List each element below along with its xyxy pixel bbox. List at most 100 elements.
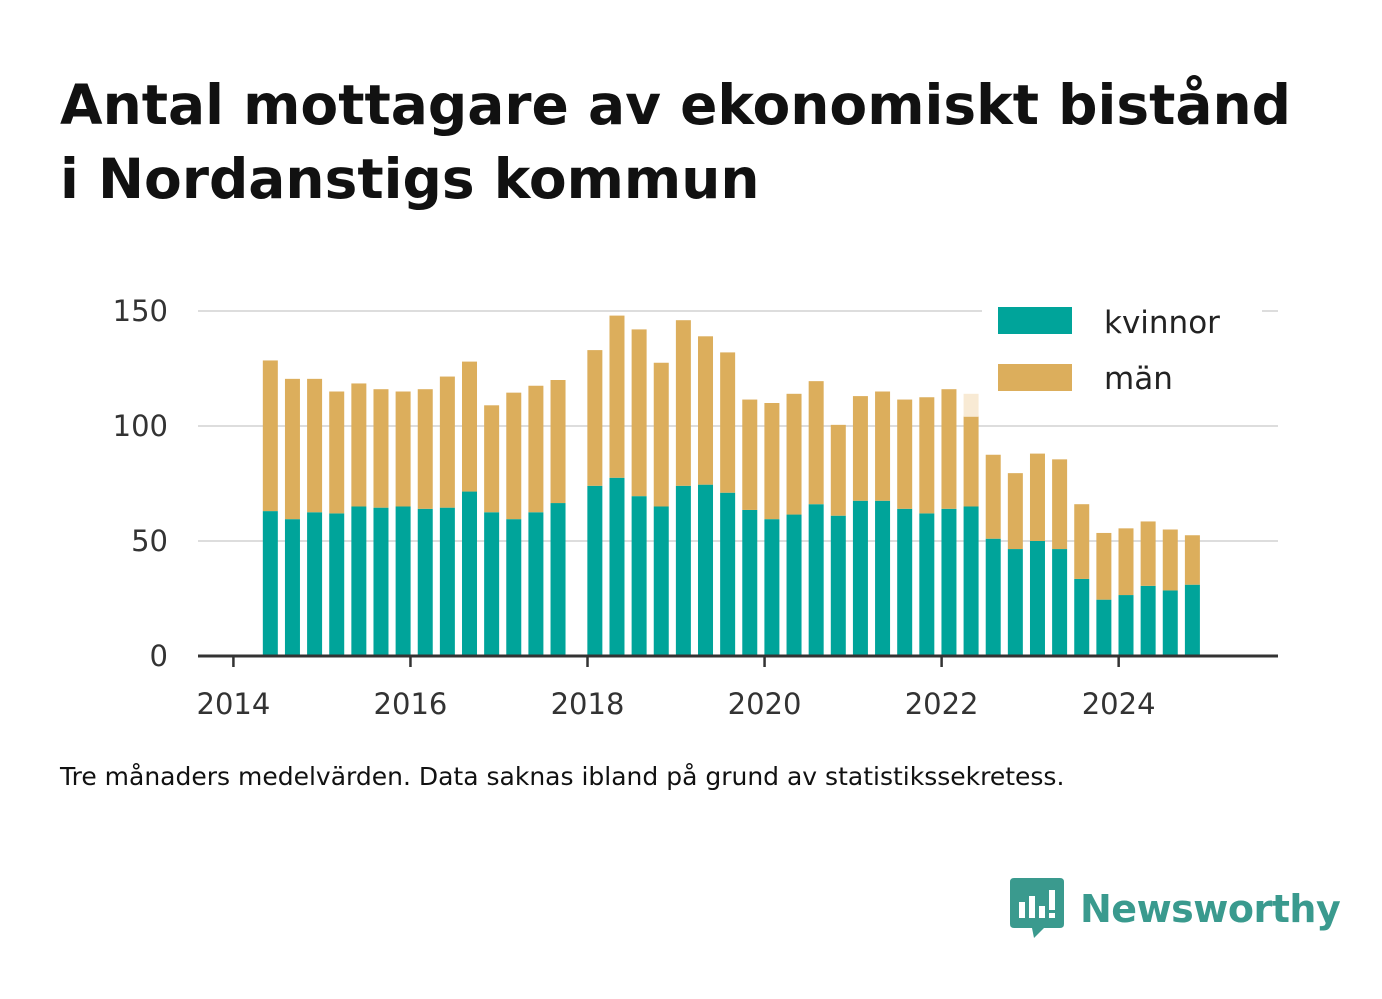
bar-man bbox=[1140, 521, 1156, 586]
bar-kvinnor bbox=[439, 507, 455, 656]
x-tick-label: 2018 bbox=[551, 687, 625, 721]
chart-title-line-1: Antal mottagare av ekonomiskt bistånd bbox=[60, 73, 1292, 137]
bar-man bbox=[1162, 529, 1178, 591]
bar-man bbox=[742, 399, 758, 510]
bar-kvinnor bbox=[351, 506, 367, 656]
bar-man bbox=[631, 329, 647, 497]
bars bbox=[262, 315, 1200, 656]
bar-man bbox=[1184, 535, 1200, 585]
bar-man bbox=[439, 376, 455, 508]
bar-man bbox=[506, 392, 522, 520]
bar-man bbox=[985, 454, 1001, 539]
bar-man bbox=[919, 397, 935, 514]
bar-kvinnor bbox=[852, 500, 868, 656]
bar-man bbox=[1007, 473, 1023, 550]
axes: 0 50 100 150 2014 2016 2018 2020 2022 2024 bbox=[113, 294, 1278, 721]
bar-kvinnor bbox=[764, 519, 780, 656]
brand-name: Newsworthy bbox=[1080, 887, 1341, 931]
bar-kvinnor bbox=[587, 485, 603, 656]
chart-speech-bubble-icon bbox=[1010, 878, 1064, 938]
bar-man bbox=[963, 415, 979, 507]
bar-kvinnor bbox=[462, 491, 478, 656]
bar-kvinnor bbox=[417, 508, 433, 656]
bar-kvinnor bbox=[1140, 585, 1156, 656]
bar-man bbox=[462, 361, 478, 492]
bar-kvinnor bbox=[329, 513, 345, 656]
bar-kvinnor bbox=[698, 484, 714, 656]
bar-kvinnor bbox=[609, 477, 625, 656]
bar-man bbox=[897, 399, 913, 509]
legend-swatch-man bbox=[998, 364, 1072, 391]
x-tick-label: 2022 bbox=[905, 687, 979, 721]
bar-kvinnor bbox=[506, 519, 522, 656]
bar-kvinnor bbox=[528, 512, 544, 656]
bar-kvinnor bbox=[1074, 578, 1090, 656]
bar-kvinnor bbox=[484, 512, 500, 656]
bar-man bbox=[720, 352, 736, 493]
bar-kvinnor bbox=[720, 492, 736, 656]
y-tick-label: 50 bbox=[131, 524, 168, 558]
bar-kvinnor bbox=[631, 496, 647, 656]
bar-man bbox=[875, 391, 891, 501]
bar-kvinnor bbox=[1118, 595, 1134, 656]
bar-man bbox=[675, 320, 691, 486]
bar-man bbox=[329, 391, 345, 514]
bar-man bbox=[417, 389, 433, 509]
legend-label-kvinnor: kvinnor bbox=[1104, 305, 1220, 341]
bar-kvinnor bbox=[395, 506, 411, 656]
bar-kvinnor bbox=[284, 519, 300, 656]
legend: kvinnor män bbox=[982, 292, 1262, 410]
x-tick-label: 2014 bbox=[197, 687, 271, 721]
bar-kvinnor bbox=[550, 503, 566, 656]
bar-man bbox=[373, 389, 389, 508]
bar-kvinnor bbox=[307, 512, 323, 656]
bar-kvinnor bbox=[1162, 590, 1178, 656]
bar-kvinnor bbox=[985, 538, 1001, 656]
bar-kvinnor bbox=[963, 506, 979, 656]
bar-man bbox=[528, 385, 544, 513]
bar-man bbox=[852, 396, 868, 501]
bar-man bbox=[830, 424, 846, 516]
bar-man bbox=[941, 389, 957, 509]
chart-footnote: Tre månaders medelvärden. Data saknas ib… bbox=[60, 762, 1065, 791]
bar-kvinnor bbox=[919, 513, 935, 656]
bar-man bbox=[609, 315, 625, 478]
bar-kvinnor bbox=[1096, 599, 1112, 656]
bar-man bbox=[395, 391, 411, 507]
bar-man bbox=[351, 383, 367, 507]
y-tick-label: 150 bbox=[113, 294, 168, 328]
bar-man bbox=[1096, 532, 1112, 600]
bar-kvinnor bbox=[808, 504, 824, 656]
bar-kvinnor bbox=[1029, 541, 1045, 656]
bar-man bbox=[484, 405, 500, 513]
bar-man bbox=[1118, 528, 1134, 596]
bar-kvinnor bbox=[675, 485, 691, 656]
bar-man bbox=[1029, 453, 1045, 541]
legend-label-man: män bbox=[1104, 361, 1173, 397]
y-tick-label: 0 bbox=[150, 639, 168, 673]
bar-man bbox=[786, 393, 802, 515]
bar-man bbox=[307, 378, 323, 513]
bar-man bbox=[284, 378, 300, 520]
y-tick-label: 100 bbox=[113, 409, 168, 443]
bar-kvinnor bbox=[786, 514, 802, 656]
brand-logo[interactable]: Newsworthy bbox=[1010, 878, 1341, 940]
chart-title-line-2: i Nordanstigs kommun bbox=[60, 147, 760, 211]
bar-kvinnor bbox=[941, 508, 957, 656]
bar-man bbox=[764, 403, 780, 520]
x-tick-label: 2024 bbox=[1082, 687, 1156, 721]
bar-man bbox=[808, 381, 824, 505]
bar-man bbox=[1074, 504, 1090, 579]
bar-kvinnor bbox=[897, 508, 913, 656]
bar-man bbox=[653, 362, 669, 507]
bar-man bbox=[550, 380, 566, 504]
legend-swatch-kvinnor bbox=[998, 307, 1072, 334]
bar-kvinnor bbox=[742, 509, 758, 656]
x-tick-label: 2020 bbox=[728, 687, 802, 721]
bar-kvinnor bbox=[830, 515, 846, 656]
bar-kvinnor bbox=[875, 500, 891, 656]
bar-kvinnor bbox=[373, 507, 389, 656]
bar-man bbox=[587, 350, 603, 486]
bar-kvinnor bbox=[1184, 584, 1200, 656]
